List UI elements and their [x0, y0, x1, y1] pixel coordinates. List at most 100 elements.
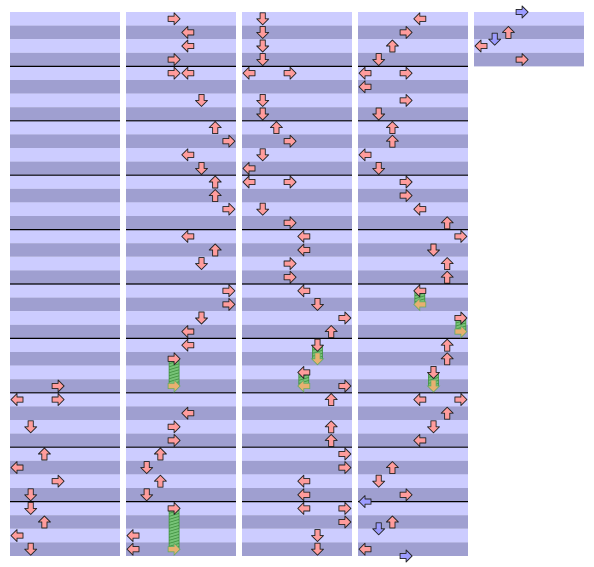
beat-stripe	[358, 392, 468, 407]
beat-stripe	[10, 338, 120, 352]
beat-stripe	[242, 474, 352, 488]
arrow-note	[372, 107, 386, 121]
freeze-hatch	[168, 525, 180, 529]
beat-stripe	[126, 474, 236, 488]
beat-stripe	[10, 501, 120, 516]
arrow-note	[140, 488, 154, 502]
arrow-note	[10, 393, 24, 407]
freeze-hatch	[168, 372, 180, 377]
arrow-note	[501, 25, 515, 39]
beat-stripe	[358, 202, 468, 216]
arrow-note	[385, 134, 399, 148]
arrow-note	[440, 406, 454, 420]
arrow-note	[256, 148, 270, 162]
beat-stripe	[358, 365, 468, 380]
freeze-hatch	[168, 516, 180, 520]
beat-stripe	[242, 433, 352, 448]
beat-stripe	[126, 120, 236, 135]
beat-stripe	[358, 134, 468, 148]
beat-stripe	[358, 433, 468, 448]
beat-stripe	[358, 243, 468, 257]
arrow-note	[454, 393, 468, 407]
beat-stripe	[10, 311, 120, 325]
chart-column	[358, 12, 468, 556]
freeze-hatch	[312, 349, 323, 354]
chart-column	[126, 12, 236, 556]
arrow-note	[338, 461, 352, 475]
arrow-note	[297, 365, 311, 379]
freeze-hatch	[168, 513, 180, 517]
arrow-note	[324, 420, 338, 434]
beat-stripe	[10, 175, 120, 189]
beat-stripe	[242, 379, 352, 393]
arrow-note	[440, 216, 454, 230]
arrow-note	[283, 134, 297, 148]
arrow-note	[338, 311, 352, 325]
arrow-note	[256, 12, 270, 26]
arrow-note	[126, 542, 140, 556]
beat-stripe	[358, 216, 468, 230]
beat-stripe	[10, 39, 120, 53]
arrow-note	[283, 257, 297, 271]
arrow-note	[167, 66, 181, 80]
beat-stripe	[358, 256, 468, 271]
beat-stripe	[358, 474, 468, 488]
arrow-note	[181, 229, 195, 243]
beat-stripe	[358, 338, 468, 352]
beat-stripe	[358, 379, 468, 393]
beat-stripe	[242, 488, 352, 502]
beat-stripe	[358, 501, 468, 516]
beat-stripe	[358, 66, 468, 80]
beat-stripe	[126, 338, 236, 352]
beat-stripe	[242, 406, 352, 420]
beat-stripe	[10, 297, 120, 312]
beat-stripe	[126, 80, 236, 94]
freeze-tail	[167, 542, 181, 557]
arrow-note	[454, 311, 468, 325]
beat-stripe	[242, 107, 352, 121]
beat-stripe	[126, 202, 236, 216]
freeze-hatch	[168, 522, 180, 526]
arrow-note	[413, 202, 427, 216]
chart-column	[242, 12, 352, 556]
freeze-tail	[167, 379, 181, 393]
beat-stripe	[358, 39, 468, 53]
arrow-note	[413, 284, 427, 298]
arrow-note	[440, 257, 454, 271]
arrow-note	[454, 229, 468, 243]
beat-stripe	[242, 284, 352, 298]
beat-stripe	[242, 39, 352, 53]
beat-stripe	[358, 447, 468, 461]
beat-stripe	[10, 66, 120, 80]
arrow-note	[399, 189, 413, 203]
beat-stripe	[126, 542, 236, 556]
beat-stripe	[474, 52, 584, 67]
arrow-note	[297, 501, 311, 515]
arrow-note	[338, 501, 352, 515]
arrow-note	[256, 93, 270, 107]
arrow-note	[167, 352, 181, 366]
arrow-note	[283, 175, 297, 189]
arrow-note	[167, 53, 181, 67]
arrow-note	[181, 25, 195, 39]
beat-stripe	[10, 324, 120, 339]
freeze-hatch	[168, 528, 180, 532]
arrow-note	[324, 325, 338, 339]
beat-stripe	[358, 488, 468, 502]
beat-stripe	[126, 297, 236, 312]
beat-stripe	[126, 311, 236, 325]
freeze-tail	[297, 379, 311, 393]
beat-stripe	[358, 175, 468, 189]
arrow-note	[24, 420, 38, 434]
beat-stripe	[242, 515, 352, 529]
arrow-note	[372, 161, 386, 175]
arrow-note	[167, 433, 181, 447]
arrow-note	[208, 175, 222, 189]
beat-stripe	[126, 12, 236, 26]
beat-stripe	[126, 392, 236, 407]
arrow-note	[51, 393, 65, 407]
arrow-note	[311, 297, 324, 311]
freeze-hatch	[168, 366, 180, 371]
arrow-note	[195, 257, 208, 271]
arrow-note	[297, 284, 311, 298]
